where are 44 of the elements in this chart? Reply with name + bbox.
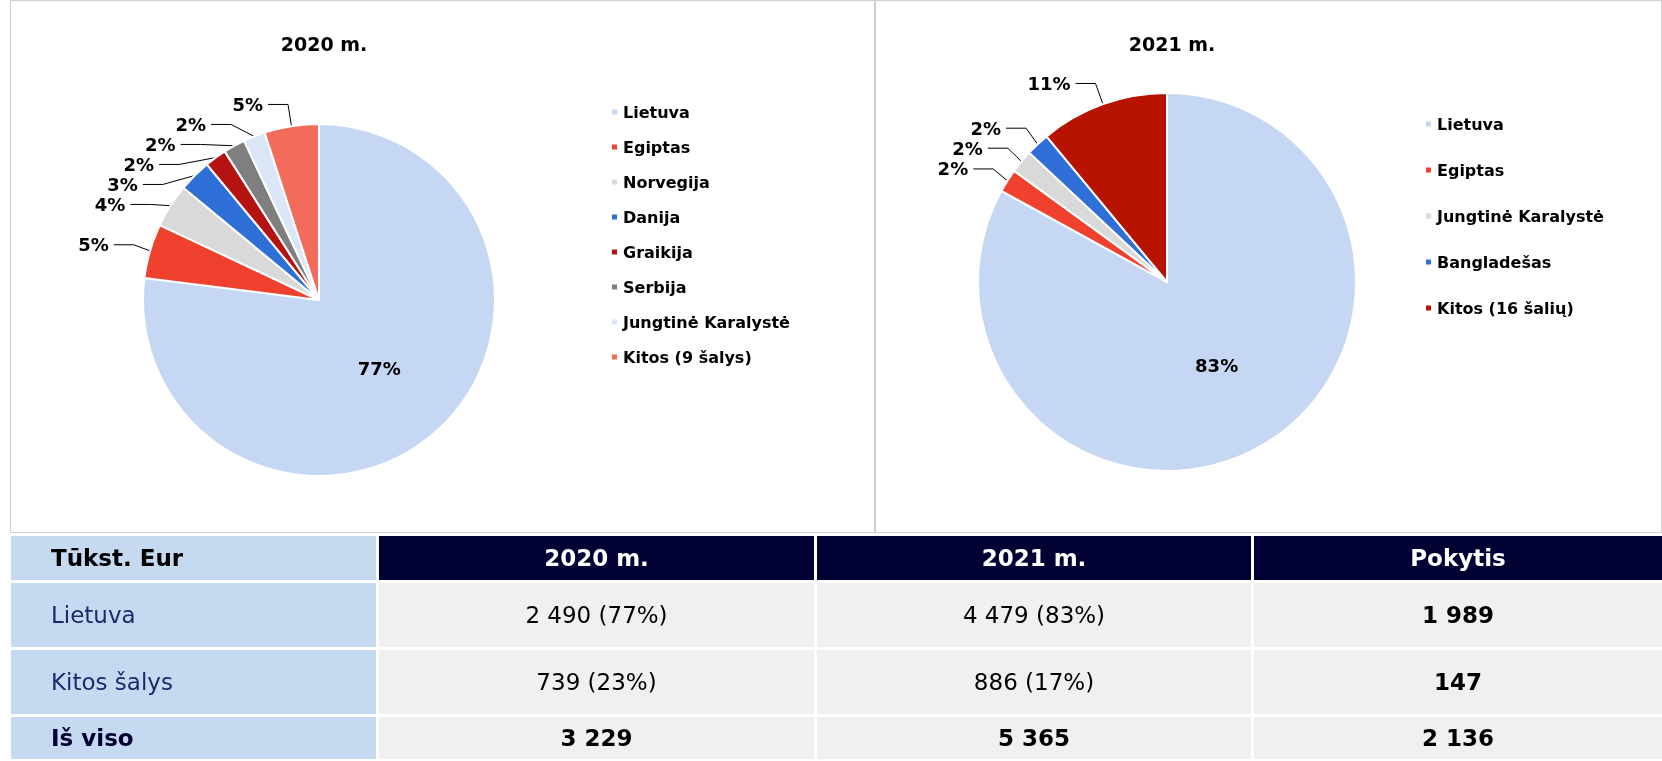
data-label: 5% <box>232 93 264 115</box>
series-label: Pokytis <box>1254 536 1662 580</box>
category-label: Kitos šalys <box>11 650 376 714</box>
legend-label: Lietuva <box>1437 114 1504 134</box>
legend-label: Lietuva <box>623 102 690 122</box>
data-label: 3 229 <box>379 717 814 759</box>
data-label: 147 <box>1254 650 1662 714</box>
data-label: 2% <box>145 133 176 155</box>
legend-label: Danija <box>623 207 681 227</box>
legend-label: Egiptas <box>623 137 691 157</box>
data-label: 4 479 (83%) <box>817 583 1251 647</box>
legend-label: Norvegija <box>623 172 710 192</box>
legend-label: Kitos (9 šalys) <box>623 347 752 367</box>
text: Tūkst. Eur <box>11 536 376 580</box>
legend-label: Serbija <box>623 277 687 297</box>
data-label: 739 (23%) <box>379 650 814 714</box>
legend-label: Jungtinė Karalystė <box>1436 206 1605 226</box>
legend-label: Graikija <box>623 242 693 262</box>
data-label: 83% <box>1195 355 1239 377</box>
data-label: 2 136 <box>1254 717 1662 759</box>
series-label: 2020 m. <box>379 536 814 580</box>
data-label: 5 365 <box>817 717 1251 759</box>
data-label: 77% <box>357 357 401 379</box>
data-label: 886 (17%) <box>817 650 1251 714</box>
data-label: 2% <box>970 117 1002 139</box>
data-label: 2% <box>123 153 155 175</box>
data-label: 2% <box>175 113 206 135</box>
data-label: 5% <box>78 234 109 256</box>
chart-title: 2021 m. <box>1128 32 1216 55</box>
data-label: 1 989 <box>1254 583 1662 647</box>
data-label: 4% <box>94 193 126 215</box>
data-label: 2% <box>952 137 983 159</box>
legend-label: Bangladešas <box>1437 252 1552 272</box>
data-label: 3% <box>107 173 138 195</box>
data-label: 2 490 (77%) <box>379 583 814 647</box>
data-label: 2% <box>937 158 969 180</box>
legend-label: Egiptas <box>1437 160 1505 180</box>
chart-title: 2020 m. <box>280 32 368 55</box>
data-label: 11% <box>1027 72 1071 94</box>
series-label: 2021 m. <box>817 536 1251 580</box>
category-label: Lietuva <box>11 583 376 647</box>
legend-label: Kitos (16 šalių) <box>1437 298 1574 318</box>
legend-label: Jungtinė Karalystė <box>622 312 791 332</box>
category-label: Iš viso <box>11 717 376 759</box>
